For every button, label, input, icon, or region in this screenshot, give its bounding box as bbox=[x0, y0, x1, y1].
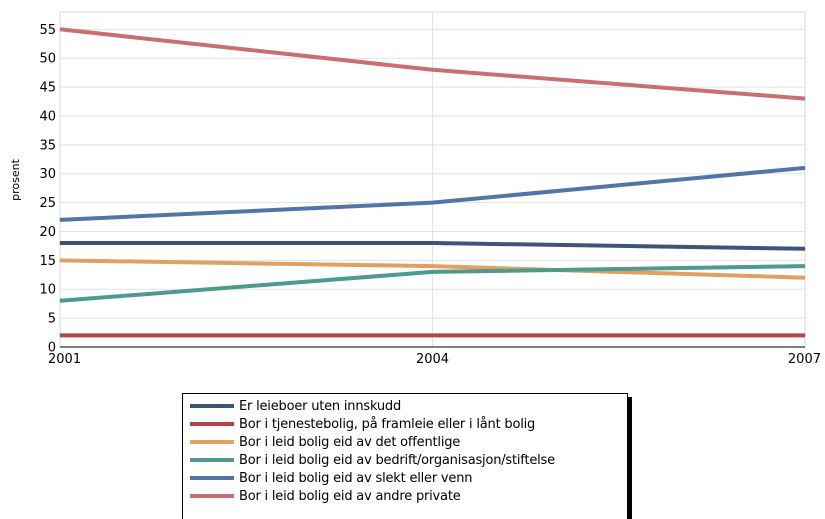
series-point bbox=[804, 265, 806, 267]
y-tick-label: 25 bbox=[39, 196, 56, 211]
legend-label: Bor i leid bolig eid av det offentlige bbox=[239, 434, 461, 450]
legend-label: Bor i leid bolig eid av andre private bbox=[239, 488, 461, 504]
legend-label: Bor i leid bolig eid av slekt eller venn bbox=[239, 470, 473, 486]
series-point bbox=[59, 242, 61, 244]
y-axis-label: prosent bbox=[9, 158, 22, 200]
x-tick-label: 2004 bbox=[416, 352, 449, 367]
chart-legend: Er leieboer uten innskudd Bor i tjenesteb… bbox=[182, 393, 628, 519]
series-point bbox=[432, 202, 433, 204]
legend-item: Bor i tjenestebolig, på framleie eller i… bbox=[190, 415, 627, 433]
series-point bbox=[432, 334, 433, 336]
y-tick-label: 40 bbox=[39, 109, 56, 124]
series-point bbox=[59, 28, 61, 30]
legend-item: Er leieboer uten innskudd bbox=[190, 397, 627, 415]
legend-label: Bor i tjenestebolig, på framleie eller i… bbox=[239, 416, 536, 432]
y-tick-label: 10 bbox=[39, 283, 56, 298]
x-tick-label: 2007 bbox=[788, 352, 821, 367]
x-tick-label: 2001 bbox=[48, 352, 81, 367]
x-axis: 2001 2004 2007 bbox=[48, 346, 821, 367]
legend-label: Er leieboer uten innskudd bbox=[239, 398, 402, 414]
series-point bbox=[804, 334, 806, 336]
series-point bbox=[432, 271, 433, 273]
series-point bbox=[804, 98, 806, 100]
legend-label: Bor i leid bolig eid av bedrift/organisa… bbox=[239, 452, 555, 468]
legend-swatch bbox=[190, 476, 234, 480]
y-tick-label: 35 bbox=[39, 138, 56, 153]
y-tick-label: 55 bbox=[39, 23, 56, 38]
y-tick-label: 20 bbox=[39, 225, 56, 240]
series-point bbox=[804, 167, 806, 169]
series-point bbox=[432, 242, 433, 244]
series-point bbox=[59, 259, 61, 261]
legend-swatch bbox=[190, 458, 234, 462]
y-tick-label: 30 bbox=[39, 167, 56, 182]
legend-item: Bor i leid bolig eid av slekt eller venn bbox=[190, 469, 627, 487]
series-point bbox=[804, 277, 806, 279]
chart-series bbox=[59, 27, 806, 338]
line-chart: 2001 2004 2007 0 5 10 15 20 25 30 35 40 45 50 55 pros… bbox=[9, 11, 821, 367]
series-point bbox=[59, 334, 61, 336]
series-point bbox=[59, 219, 61, 221]
series-point bbox=[432, 69, 433, 71]
series-point bbox=[432, 265, 433, 267]
legend-swatch bbox=[190, 440, 234, 444]
series-point bbox=[59, 300, 61, 302]
y-tick-label: 5 bbox=[48, 312, 56, 327]
legend-swatch bbox=[190, 422, 234, 426]
series-point bbox=[804, 248, 806, 250]
y-tick-label: 50 bbox=[39, 52, 56, 67]
legend-swatch bbox=[190, 494, 234, 498]
legend-item: Bor i leid bolig eid av andre private bbox=[190, 487, 627, 505]
legend-item: Bor i leid bolig eid av det offentlige bbox=[190, 433, 627, 451]
y-tick-label: 15 bbox=[39, 254, 56, 269]
legend-swatch bbox=[190, 404, 234, 408]
y-axis: 0 5 10 15 20 25 30 35 40 45 50 55 bbox=[39, 23, 56, 356]
y-tick-label: 0 bbox=[48, 341, 56, 356]
legend-item: Bor i leid bolig eid av bedrift/organisa… bbox=[190, 451, 627, 469]
y-tick-label: 45 bbox=[39, 81, 56, 96]
